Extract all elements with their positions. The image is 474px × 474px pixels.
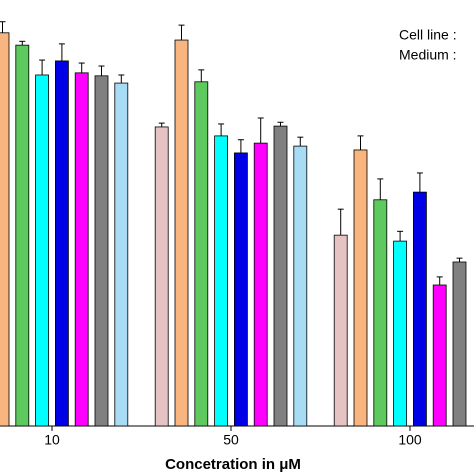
bar [373,199,388,427]
bar [15,44,30,427]
bar [194,81,209,427]
error-bar [436,276,443,285]
x-axis-title: Concetration in μM [165,456,301,473]
x-tick-label: 50 [223,432,239,448]
error-bar [198,69,205,82]
bar [55,60,69,427]
error-bar [397,230,404,242]
error-bar [456,257,463,262]
bar [293,145,308,427]
bar [432,284,447,427]
error-bar [257,117,264,144]
bar [253,142,268,427]
bar [452,261,467,427]
error-bar [416,172,423,193]
error-bar [377,178,384,200]
error-bar [218,123,225,136]
bar [412,191,427,427]
error-bar [237,139,244,153]
error-bar [58,43,65,61]
bar [333,234,348,427]
bar [94,75,109,427]
error-bar [178,24,185,41]
bar [74,72,89,427]
error-bar [277,121,284,127]
bar [35,74,49,427]
error-bar [158,122,165,127]
error-bar [78,62,85,73]
bar [114,82,129,427]
bar [273,125,288,427]
error-bar [357,135,364,150]
bar [393,240,408,427]
bar [353,149,368,427]
error-bar [297,136,304,147]
x-tick-label: 10 [44,432,60,448]
bar [233,152,248,427]
annotation: Medium : [399,47,457,63]
bar [0,32,10,427]
bar [174,39,189,427]
bar [214,135,229,427]
bar [154,126,169,427]
annotation: Cell line : [399,27,457,43]
error-bar [337,208,344,236]
error-bar [0,21,6,33]
error-bar [19,40,26,46]
x-tick-label: 100 [398,432,422,448]
error-bar [118,74,125,84]
error-bar [39,59,46,75]
error-bar [98,65,105,76]
